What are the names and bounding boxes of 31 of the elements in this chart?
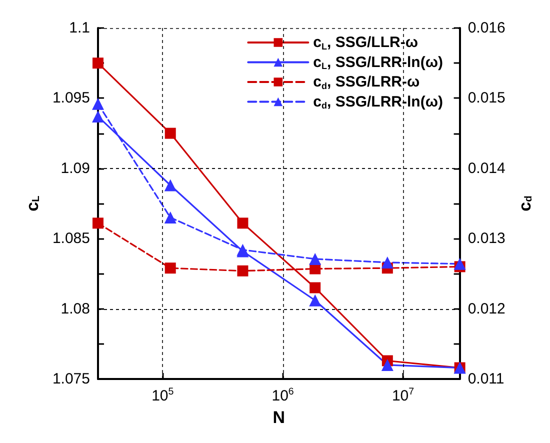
point <box>92 58 104 69</box>
y2-tick-label: 0.011 <box>468 370 504 388</box>
y2-tick-label: 0.014 <box>468 160 506 177</box>
point <box>237 218 248 229</box>
y-tick-label: 1.095 <box>52 90 90 107</box>
point <box>164 262 176 274</box>
point <box>454 258 466 270</box>
point <box>309 294 322 306</box>
y-tick-label: 1.085 <box>52 230 90 248</box>
point <box>310 282 321 294</box>
point <box>237 265 248 276</box>
y-tick-label: 1.09 <box>60 160 90 177</box>
y-tick-label: 1.075 <box>52 370 90 388</box>
y2-tick-label: 0.016 <box>468 20 506 36</box>
point <box>164 212 176 224</box>
point <box>164 179 176 192</box>
point <box>92 218 104 229</box>
y-axis-title: cL <box>22 196 42 212</box>
point <box>381 358 394 371</box>
y-tick-label: 1.1 <box>69 20 90 36</box>
y2-tick-label: 0.012 <box>468 300 506 318</box>
y2-tick-label: 0.013 <box>468 230 506 248</box>
point <box>164 128 176 139</box>
x-axis-title: N <box>272 408 286 427</box>
point <box>92 98 104 110</box>
y-tick-label: 1.08 <box>60 300 90 318</box>
y2-tick-label: 0.015 <box>468 90 506 107</box>
point <box>92 110 104 122</box>
point <box>309 252 322 265</box>
y2-axis-title: cd <box>515 196 534 212</box>
point <box>381 256 394 268</box>
